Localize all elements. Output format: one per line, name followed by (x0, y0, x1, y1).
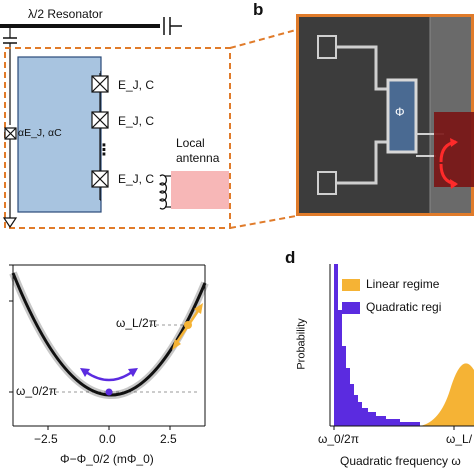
d-xtick-1: ω_0/2π (318, 432, 360, 446)
ground-symbol (2, 217, 18, 229)
spectroscopy-plot (9, 264, 209, 430)
panel-c-spectrum: ω_L/2π ω_0/2π −2.5 0.0 2.5 Φ−Φ_0/2 (mΦ_0… (0, 250, 240, 474)
quadratic-distribution (334, 264, 420, 426)
antenna-label-line1: Local (176, 136, 205, 150)
c-xlabel: Φ−Φ_0/2 (mΦ_0) (60, 452, 154, 466)
antenna-pad (171, 171, 229, 209)
omega-L-label: ω_L/2π (116, 316, 158, 330)
panel-d-letter: d (285, 248, 296, 267)
junction-1-label: E_J, C (118, 78, 155, 92)
ground-junction-label: αE_J, αC (18, 127, 62, 139)
legend-linear-swatch (342, 279, 360, 291)
omega-0-label: ω_0/2π (16, 384, 58, 398)
d-xtick-2: ω_L/ (446, 432, 473, 446)
quadratic-point (105, 388, 113, 396)
flux-symbol: Φ (395, 105, 405, 119)
legend-linear-label: Linear regime (366, 277, 440, 291)
d-ylabel: Probability (295, 318, 308, 370)
antenna-inductor-coil (159, 174, 168, 210)
c-xtick-3: 2.5 (160, 432, 177, 446)
squid-loop (386, 78, 418, 154)
antenna-label-line2: antenna (176, 151, 220, 165)
c-xtick-1: −2.5 (34, 432, 58, 446)
resonator-label: λ/2 Resonator (28, 7, 103, 21)
probability-histogram (329, 264, 474, 430)
circuit-diagram (0, 17, 231, 229)
c-xtick-2: 0.0 (99, 432, 116, 446)
panel-b-micrograph: Φ (296, 14, 474, 216)
chain-dots: ⋮ (96, 142, 112, 159)
micrograph-image (296, 14, 474, 216)
quadratic-oscillation-arrow (85, 370, 133, 382)
panel-d-histogram: Linear regime Quadratic regi Probability… (290, 250, 474, 474)
superconducting-island (17, 56, 102, 213)
panel-a-circuit: λ/2 Resonator αE_J, αC E_J, C E_J, C ⋮ E… (0, 0, 250, 250)
legend-quadratic-swatch (342, 302, 360, 314)
red-antenna-region (434, 112, 474, 187)
legend-quadratic-label: Quadratic regi (366, 300, 442, 314)
linear-point (184, 321, 192, 329)
linear-distribution (420, 363, 474, 426)
junction-3-label: E_J, C (118, 172, 155, 186)
d-xlabel: Quadratic frequency ω (340, 454, 461, 468)
junction-2-label: E_J, C (118, 114, 155, 128)
panel-b-letter: b (253, 0, 264, 19)
